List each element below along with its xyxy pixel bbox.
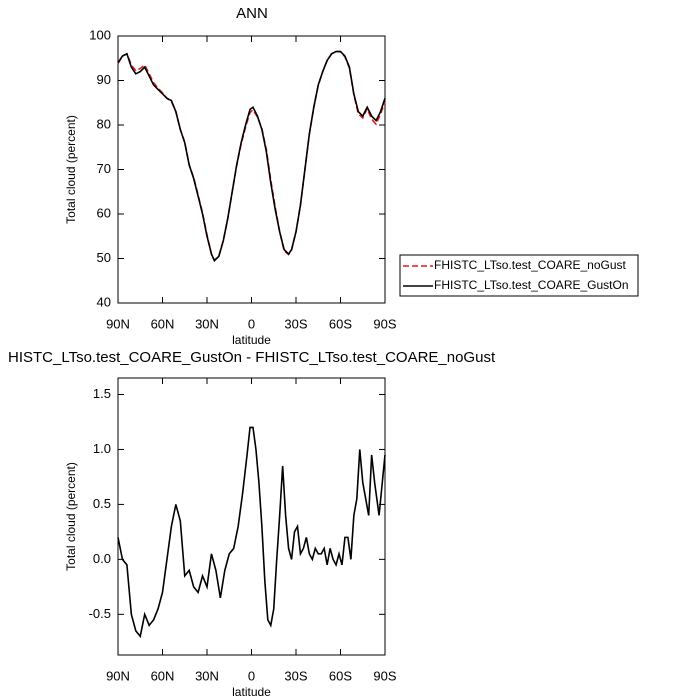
plot-frame (117, 35, 386, 304)
x-tick-label: 90N (106, 668, 130, 683)
y-tick-label: 60 (97, 205, 111, 220)
plot-frame (117, 377, 386, 656)
y-tick-label: 70 (97, 161, 111, 176)
y-axis-label: Total cloud (percent) (64, 115, 78, 224)
y-tick-label: 0.5 (93, 496, 111, 511)
x-tick-label: 0 (248, 316, 255, 331)
legend-label: FHISTC_LTso.test_COARE_GustOn (434, 278, 629, 292)
legend: FHISTC_LTso.test_COARE_noGust FHISTC_LTso… (399, 254, 639, 297)
chart-title: HISTC_LTso.test_COARE_GustOn - FHISTC_LT… (8, 349, 496, 366)
data-line (117, 50, 386, 263)
y-tick-label: 50 (97, 250, 111, 265)
y-tick-label: 0.0 (93, 551, 111, 566)
x-tick-label: 30S (284, 316, 307, 331)
x-tick-label: 30S (284, 668, 307, 683)
y-tick-label: 100 (89, 27, 111, 42)
y-axis-label: Total cloud (percent) (64, 462, 78, 571)
x-tick-label: 90S (373, 316, 396, 331)
x-tick-label: 60N (151, 316, 175, 331)
y-tick-label: 1.0 (93, 441, 111, 456)
y-tick-label: -0.5 (89, 606, 111, 621)
x-tick-label: 30N (195, 316, 219, 331)
x-tick-label: 0 (248, 668, 255, 683)
x-tick-label: 60N (151, 668, 175, 683)
x-tick-label: 60S (329, 668, 352, 683)
data-line (117, 426, 386, 639)
y-tick-label: 90 (97, 72, 111, 87)
legend-frame (399, 254, 639, 297)
x-tick-label: 90N (106, 316, 130, 331)
y-tick-label: 80 (97, 116, 111, 131)
x-tick-label: 60S (329, 316, 352, 331)
chart-title: ANN (236, 5, 268, 22)
x-axis-label: latitude (232, 333, 271, 347)
x-tick-label: 90S (373, 668, 396, 683)
x-axis-label: latitude (232, 685, 271, 697)
data-line (117, 50, 386, 262)
y-tick-label: 40 (97, 294, 111, 309)
legend-label: FHISTC_LTso.test_COARE_noGust (434, 258, 627, 272)
x-tick-label: 30N (195, 668, 219, 683)
y-tick-label: 1.5 (93, 386, 111, 401)
